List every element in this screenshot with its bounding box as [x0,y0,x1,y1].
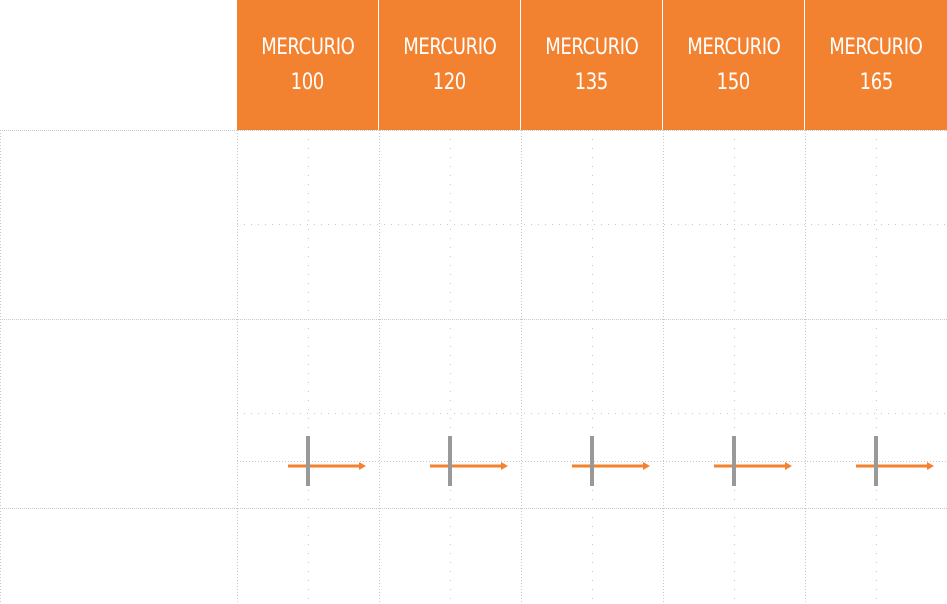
grid-lines [0,130,947,604]
model-header-row: MERCURIO 100 MERCURIO 120 MERCURIO 135 M… [237,0,947,130]
column-header-number: 100 [290,70,325,95]
column-header-mercurio-100: MERCURIO 100 [237,0,379,130]
column-header-model: MERCURIO [544,35,639,60]
arrow-head [785,462,792,470]
column-header-mercurio-135: MERCURIO 135 [521,0,663,130]
column-header-model: MERCURIO [829,35,923,60]
direction-arrow-icon [288,436,366,486]
column-header-mercurio-150: MERCURIO 150 [663,0,805,130]
column-header-model: MERCURIO [402,35,497,60]
column-header-model: MERCURIO [260,35,355,60]
column-header-number: 135 [574,70,609,95]
column-header-model: MERCURIO [686,35,781,60]
direction-arrow-icon [714,436,792,486]
marker-row [288,436,934,486]
direction-arrow-icon [856,436,934,486]
marker-bar [306,436,310,486]
column-header-mercurio-165: MERCURIO 165 [805,0,947,130]
marker-bar [590,436,594,486]
arrow-head [927,462,934,470]
column-header-number: 165 [859,70,893,95]
arrow-head [359,462,366,470]
marker-bar [732,436,736,486]
marker-bar [874,436,878,486]
direction-arrow-icon [430,436,508,486]
column-header-number: 120 [432,70,467,95]
direction-arrow-icon [572,436,650,486]
column-header-mercurio-120: MERCURIO 120 [379,0,521,130]
arrow-head [501,462,508,470]
arrow-head [643,462,650,470]
column-header-number: 150 [716,70,751,95]
marker-bar [448,436,452,486]
